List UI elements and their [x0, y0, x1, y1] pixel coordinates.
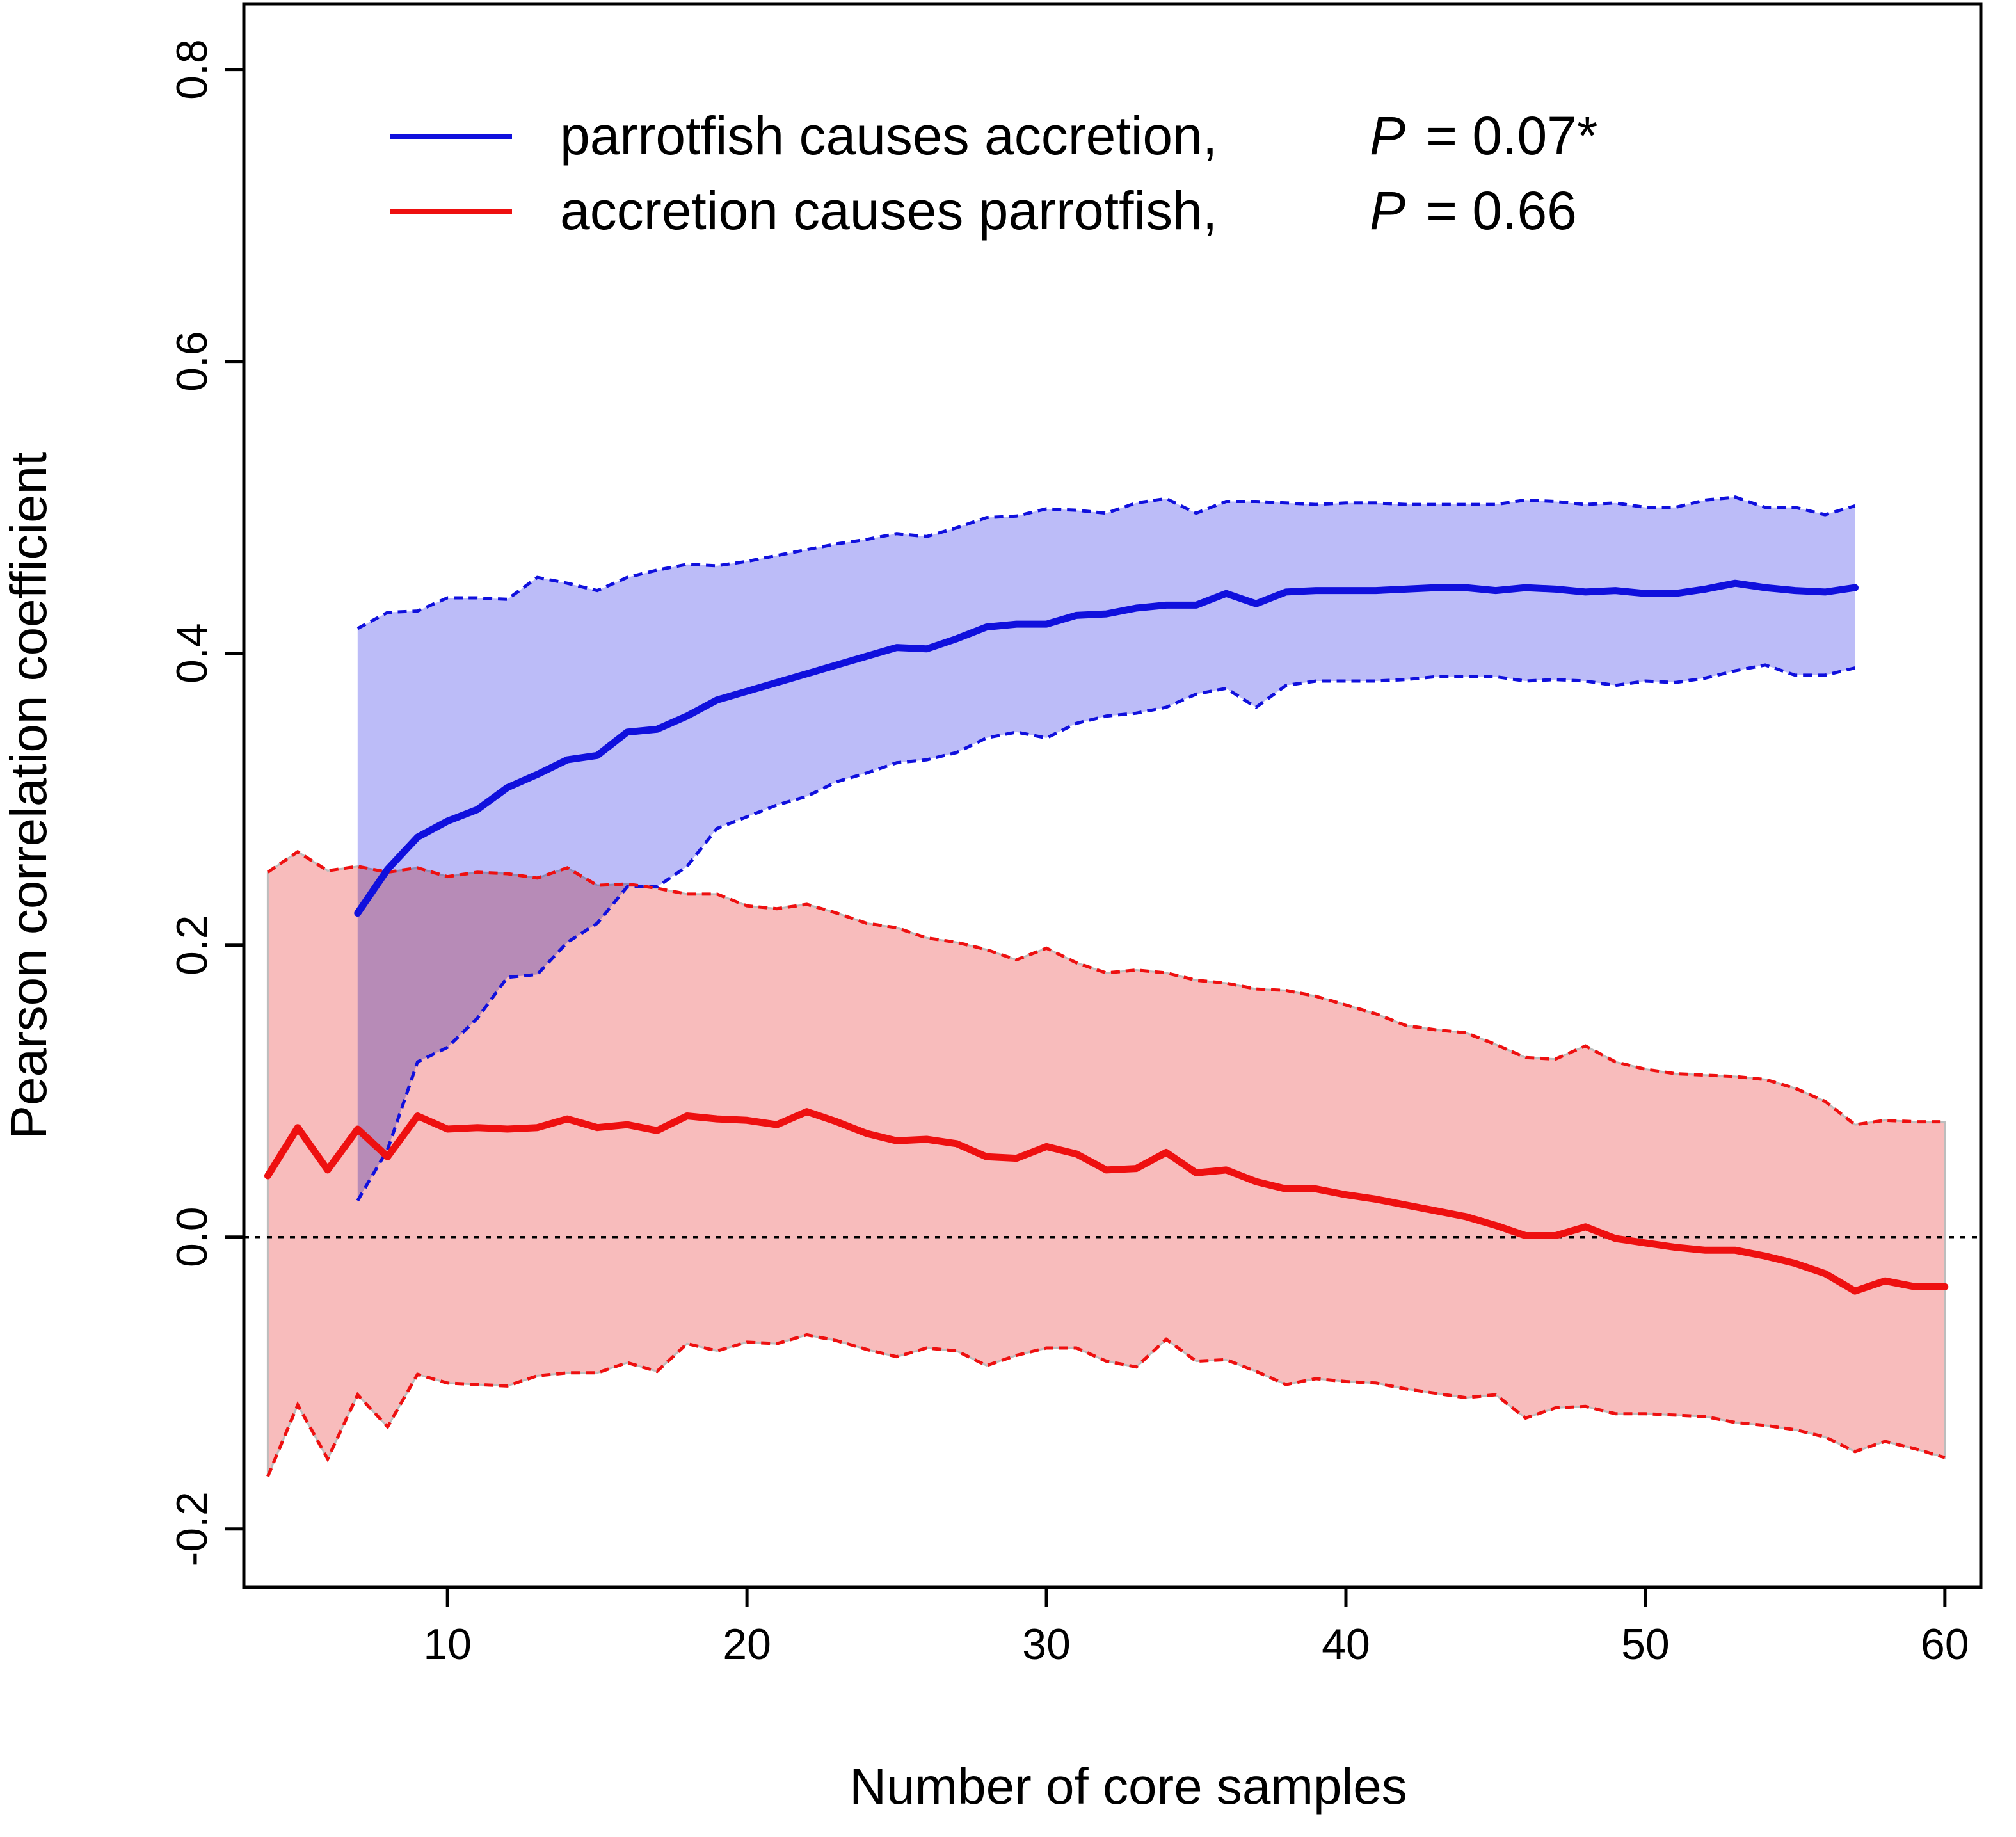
confidence-bands [266, 497, 1946, 1477]
y-tick-label: 0.2 [168, 915, 216, 975]
legend-label-red: accretion causes parrotfish, [560, 180, 1217, 241]
x-tick-label: 60 [1921, 1620, 1969, 1669]
y-axis-title: Pearson correlation coefficient [0, 452, 57, 1140]
y-tick-label: 0.8 [168, 39, 216, 100]
mean-lines [264, 579, 1949, 1295]
legend-label-blue: parrotfish causes accretion, [560, 106, 1217, 166]
y-tick-label: -0.2 [168, 1491, 216, 1566]
x-tick-label: 40 [1322, 1620, 1370, 1669]
upper-bound-accretion-causes-parrotfish [266, 849, 1945, 1127]
y-tick-label: 0.4 [168, 623, 216, 684]
x-tick-label: 50 [1621, 1620, 1670, 1669]
legend-p-value-red: = 0.66 [1426, 180, 1577, 241]
legend: parrotfish causes accretion, P = 0.07* a… [390, 106, 1598, 241]
y-axis: -0.2 0.0 0.2 0.4 0.6 0.8 [168, 39, 244, 1566]
legend-p-value-blue: = 0.07* [1426, 106, 1598, 166]
band-parrotfish-causes-accretion [357, 497, 1855, 1201]
x-tick-label: 20 [723, 1620, 771, 1669]
lower-bound-accretion-causes-parrotfish [266, 1333, 1946, 1477]
plot-frame [242, 2, 1983, 1589]
x-axis: 10 20 30 40 50 60 [423, 1587, 1969, 1669]
y-tick-label: 0.6 [168, 331, 216, 392]
x-axis-title: Number of core samples [849, 1758, 1407, 1815]
legend-p-symbol-red: P [1370, 180, 1405, 241]
lower-bound-parrotfish-causes-accretion [356, 663, 1856, 1202]
x-tick-label: 10 [423, 1620, 472, 1669]
legend-p-symbol-blue: P [1370, 106, 1405, 166]
upper-bound-parrotfish-causes-accretion [356, 495, 1856, 630]
y-tick-label: 0.0 [168, 1207, 216, 1267]
x-tick-label: 30 [1022, 1620, 1071, 1669]
confidence-bound-lines [266, 495, 1946, 1477]
